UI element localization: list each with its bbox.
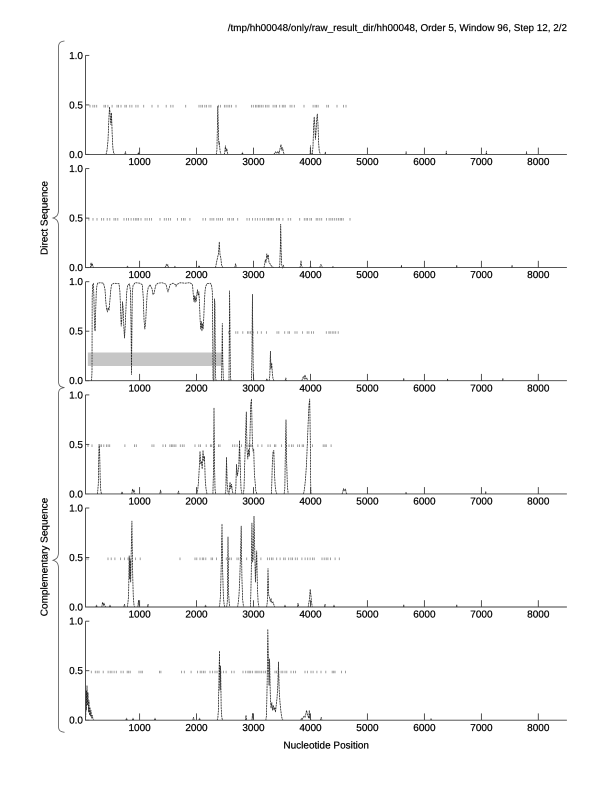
svg-text:7000: 7000 <box>470 270 493 281</box>
svg-text:3000: 3000 <box>242 723 265 734</box>
svg-text:0.5: 0.5 <box>69 100 83 111</box>
svg-text:0.0: 0.0 <box>69 376 83 387</box>
svg-text:1.0: 1.0 <box>69 617 83 628</box>
svg-text:5000: 5000 <box>356 497 379 508</box>
svg-text:3000: 3000 <box>242 270 265 281</box>
svg-text:/tmp/hh00048/only/raw_result_d: /tmp/hh00048/only/raw_result_dir/hh00048… <box>228 23 567 34</box>
svg-text:0.0: 0.0 <box>69 489 83 500</box>
svg-text:1.0: 1.0 <box>69 164 83 175</box>
svg-text:8000: 8000 <box>527 270 550 281</box>
svg-text:4000: 4000 <box>299 723 322 734</box>
svg-text:6000: 6000 <box>413 497 436 508</box>
svg-text:0.0: 0.0 <box>69 150 83 161</box>
svg-text:7000: 7000 <box>470 723 493 734</box>
svg-text:0.5: 0.5 <box>69 214 83 225</box>
svg-text:0.5: 0.5 <box>69 666 83 677</box>
svg-text:2000: 2000 <box>185 270 208 281</box>
svg-text:1000: 1000 <box>128 270 151 281</box>
svg-text:0.0: 0.0 <box>69 602 83 613</box>
svg-text:7000: 7000 <box>470 497 493 508</box>
svg-text:1.0: 1.0 <box>69 51 83 62</box>
svg-text:4000: 4000 <box>299 497 322 508</box>
svg-text:1000: 1000 <box>128 497 151 508</box>
svg-text:8000: 8000 <box>527 610 550 621</box>
svg-text:6000: 6000 <box>413 383 436 394</box>
svg-text:3000: 3000 <box>242 497 265 508</box>
svg-text:6000: 6000 <box>413 270 436 281</box>
svg-text:4000: 4000 <box>299 270 322 281</box>
svg-text:1000: 1000 <box>128 610 151 621</box>
svg-text:5000: 5000 <box>356 270 379 281</box>
svg-text:2000: 2000 <box>185 610 208 621</box>
svg-text:7000: 7000 <box>470 157 493 168</box>
svg-text:8000: 8000 <box>527 383 550 394</box>
svg-text:1000: 1000 <box>128 383 151 394</box>
svg-text:0.5: 0.5 <box>69 440 83 451</box>
svg-text:Direct Sequence: Direct Sequence <box>40 181 51 255</box>
svg-text:5000: 5000 <box>356 157 379 168</box>
svg-text:Complementary Sequence: Complementary Sequence <box>40 497 51 616</box>
svg-text:0.5: 0.5 <box>69 327 83 338</box>
svg-text:2000: 2000 <box>185 383 208 394</box>
svg-text:6000: 6000 <box>413 610 436 621</box>
svg-text:2000: 2000 <box>185 497 208 508</box>
svg-text:8000: 8000 <box>527 497 550 508</box>
svg-text:5000: 5000 <box>356 610 379 621</box>
svg-text:1000: 1000 <box>128 157 151 168</box>
svg-text:7000: 7000 <box>470 610 493 621</box>
svg-text:0.0: 0.0 <box>69 263 83 274</box>
svg-text:1.0: 1.0 <box>69 390 83 401</box>
svg-text:1.0: 1.0 <box>69 277 83 288</box>
svg-text:0.0: 0.0 <box>69 716 83 727</box>
svg-text:2000: 2000 <box>185 157 208 168</box>
svg-text:8000: 8000 <box>527 723 550 734</box>
svg-text:2000: 2000 <box>185 723 208 734</box>
svg-text:5000: 5000 <box>356 383 379 394</box>
svg-text:1.0: 1.0 <box>69 503 83 514</box>
svg-text:3000: 3000 <box>242 383 265 394</box>
svg-text:6000: 6000 <box>413 723 436 734</box>
svg-text:4000: 4000 <box>299 157 322 168</box>
svg-text:Nucleotide Position: Nucleotide Position <box>283 741 369 752</box>
svg-text:4000: 4000 <box>299 383 322 394</box>
svg-text:6000: 6000 <box>413 157 436 168</box>
svg-text:1000: 1000 <box>128 723 151 734</box>
svg-text:3000: 3000 <box>242 610 265 621</box>
svg-text:0.5: 0.5 <box>69 553 83 564</box>
svg-text:7000: 7000 <box>470 383 493 394</box>
svg-text:8000: 8000 <box>527 157 550 168</box>
svg-text:5000: 5000 <box>356 723 379 734</box>
svg-text:4000: 4000 <box>299 610 322 621</box>
svg-text:3000: 3000 <box>242 157 265 168</box>
